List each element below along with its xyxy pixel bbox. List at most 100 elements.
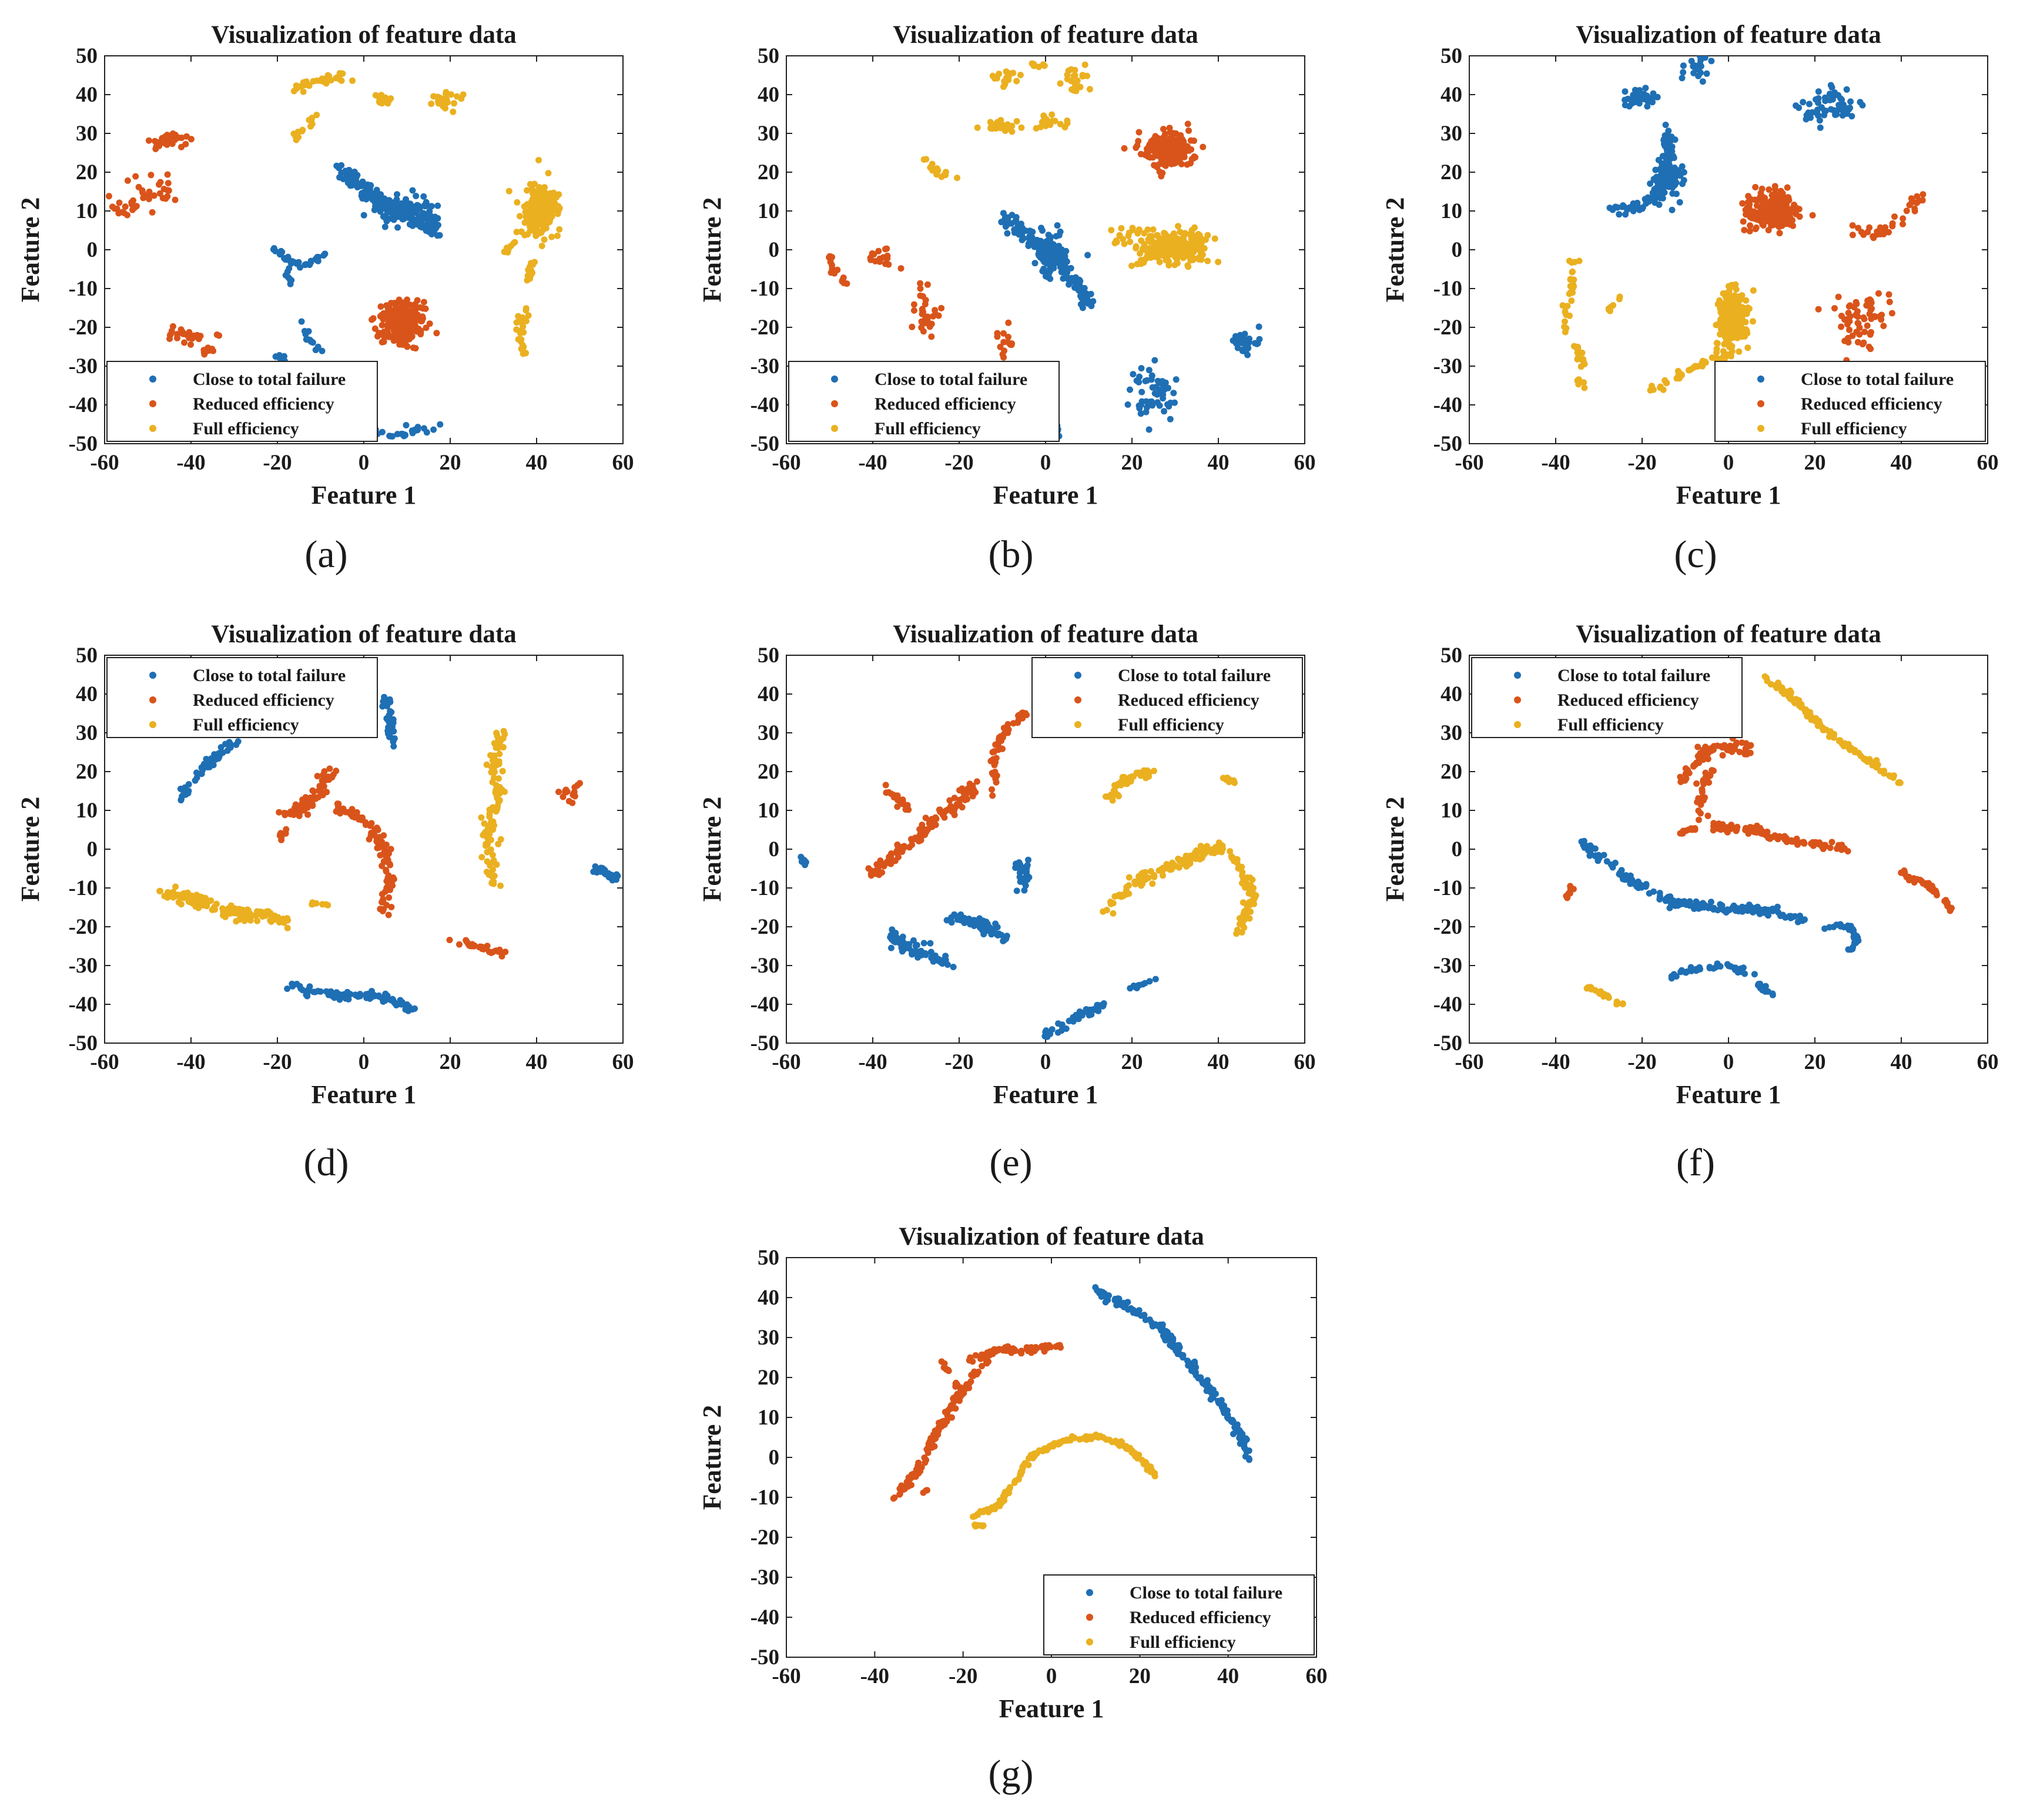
data-point bbox=[1151, 767, 1157, 775]
data-point bbox=[1171, 262, 1178, 269]
data-point bbox=[338, 77, 345, 84]
data-point bbox=[145, 192, 152, 199]
data-point bbox=[1036, 239, 1043, 246]
data-point bbox=[1039, 121, 1046, 128]
data-point bbox=[1192, 849, 1199, 856]
y-tick-label: 0 bbox=[1452, 238, 1463, 262]
data-point bbox=[929, 167, 936, 174]
data-point bbox=[884, 858, 891, 865]
data-point bbox=[319, 901, 326, 908]
data-point bbox=[1703, 70, 1710, 77]
x-axis-label: Feature 1 bbox=[1676, 481, 1781, 510]
data-point bbox=[953, 803, 960, 810]
data-point bbox=[1057, 120, 1064, 128]
legend-entry-label: Close to total failure bbox=[193, 370, 346, 389]
data-point bbox=[336, 70, 343, 77]
data-point bbox=[487, 862, 494, 869]
data-point bbox=[1137, 878, 1144, 885]
data-point bbox=[165, 187, 172, 194]
series-reduced-efficiency bbox=[276, 765, 583, 960]
data-point bbox=[363, 991, 370, 998]
y-tick-label: -30 bbox=[751, 954, 779, 978]
data-point bbox=[1004, 725, 1011, 732]
y-tick-label: -50 bbox=[69, 432, 98, 456]
data-point bbox=[1204, 257, 1211, 264]
data-point bbox=[1831, 305, 1838, 312]
data-point bbox=[170, 889, 177, 896]
data-point bbox=[1652, 166, 1659, 173]
data-point bbox=[916, 826, 923, 833]
data-point bbox=[1827, 96, 1834, 103]
data-point bbox=[947, 803, 954, 810]
data-point bbox=[1144, 377, 1151, 384]
data-point bbox=[404, 296, 411, 303]
data-point bbox=[359, 190, 366, 197]
x-tick-label: -20 bbox=[1627, 451, 1656, 475]
data-point bbox=[339, 992, 346, 999]
data-point bbox=[386, 894, 393, 901]
data-point bbox=[1080, 293, 1087, 300]
data-point bbox=[380, 906, 387, 913]
chart-panel-3: Visualization of feature data-60 -40 -20 0 2… bbox=[1381, 21, 1999, 510]
data-point bbox=[181, 339, 187, 346]
data-point bbox=[374, 190, 381, 197]
data-point bbox=[378, 863, 386, 869]
data-point bbox=[276, 809, 283, 816]
data-point bbox=[235, 738, 242, 745]
data-point bbox=[334, 800, 341, 807]
data-point bbox=[501, 730, 508, 738]
data-point bbox=[1721, 341, 1728, 348]
data-point bbox=[540, 186, 547, 193]
data-point bbox=[974, 124, 981, 131]
data-point bbox=[1137, 410, 1144, 417]
legend-entry-label: Reduced efficiency bbox=[193, 691, 334, 710]
series-full-efficiency bbox=[1559, 257, 1757, 394]
data-point bbox=[885, 261, 892, 268]
data-point bbox=[1867, 331, 1874, 338]
data-point bbox=[1729, 313, 1736, 320]
data-point bbox=[182, 140, 189, 148]
data-point bbox=[383, 217, 390, 224]
data-point bbox=[1130, 371, 1137, 378]
data-point bbox=[200, 902, 207, 909]
data-point bbox=[1118, 225, 1125, 232]
data-point bbox=[1680, 177, 1687, 184]
data-point bbox=[887, 934, 894, 941]
data-point bbox=[1138, 398, 1145, 405]
data-point bbox=[1116, 232, 1123, 239]
data-point bbox=[951, 911, 958, 918]
data-point bbox=[943, 917, 950, 924]
data-point bbox=[1172, 254, 1179, 261]
data-point bbox=[910, 937, 917, 944]
data-point bbox=[1204, 843, 1211, 850]
y-tick-label: 0 bbox=[769, 238, 780, 262]
data-point bbox=[1134, 230, 1141, 237]
data-point bbox=[991, 926, 998, 932]
data-point bbox=[1003, 933, 1010, 940]
data-point bbox=[1160, 239, 1167, 245]
chart-title: Visualization of feature data bbox=[893, 621, 1198, 648]
data-point bbox=[977, 923, 983, 930]
data-point bbox=[404, 343, 411, 350]
data-point bbox=[382, 850, 389, 857]
data-point bbox=[1746, 227, 1753, 234]
data-point bbox=[889, 926, 896, 933]
data-point bbox=[287, 257, 294, 264]
data-point bbox=[443, 91, 450, 98]
x-tick-label: -40 bbox=[1541, 451, 1570, 475]
data-point bbox=[1004, 221, 1010, 228]
x-tick-label: -20 bbox=[1627, 1050, 1656, 1074]
data-point bbox=[295, 259, 302, 266]
data-point bbox=[304, 811, 311, 818]
data-point bbox=[420, 299, 427, 306]
data-point bbox=[260, 909, 267, 916]
data-point bbox=[1624, 95, 1632, 102]
data-point bbox=[562, 786, 570, 793]
data-point bbox=[156, 181, 162, 188]
data-point bbox=[392, 212, 399, 219]
data-point bbox=[310, 78, 317, 85]
data-point bbox=[296, 809, 303, 816]
data-point bbox=[98, 202, 105, 209]
data-point bbox=[1720, 348, 1727, 355]
data-point bbox=[1058, 258, 1065, 265]
